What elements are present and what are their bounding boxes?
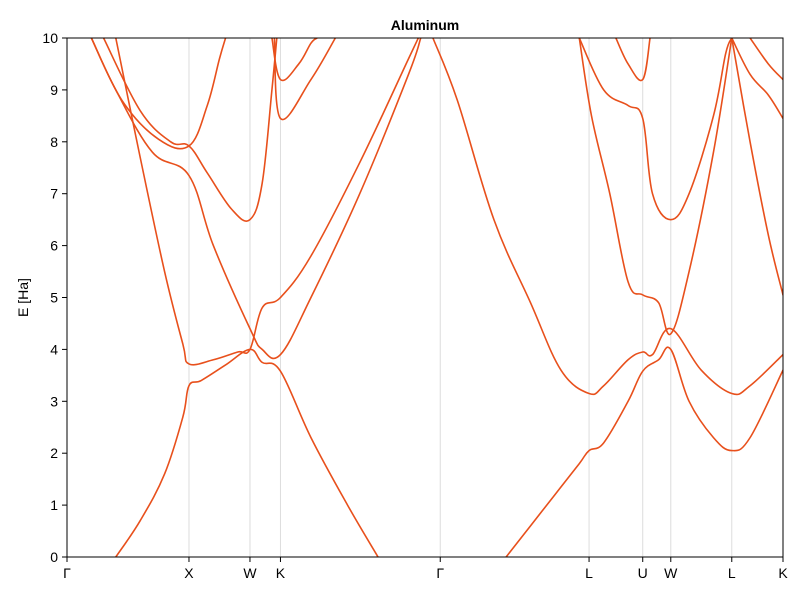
y-axis: 0 1 2 3 4 5 6 7 8 9 10 bbox=[42, 30, 67, 565]
band-line-12 bbox=[730, 38, 783, 296]
y-tick-label-7: 7 bbox=[50, 186, 58, 202]
kpoint-label-0: Γ bbox=[63, 565, 71, 581]
band-line-11 bbox=[615, 38, 651, 82]
y-tick-label-10: 10 bbox=[42, 30, 58, 46]
kpoint-label-4: Γ bbox=[436, 565, 444, 581]
band-line-9 bbox=[578, 38, 733, 336]
band-line-8 bbox=[505, 346, 783, 557]
kpoint-label-1: X bbox=[184, 565, 194, 581]
band-line-7 bbox=[432, 38, 783, 396]
kpoint-label-6: U bbox=[638, 565, 648, 581]
band-lines bbox=[90, 38, 783, 557]
band-line-4 bbox=[90, 38, 227, 150]
band-line-10 bbox=[578, 38, 733, 221]
y-tick-label-1: 1 bbox=[50, 497, 58, 513]
y-tick-label-3: 3 bbox=[50, 393, 58, 409]
y-tick-label-9: 9 bbox=[50, 82, 58, 98]
y-axis-label: E [Ha] bbox=[15, 278, 31, 317]
band-line-2 bbox=[90, 38, 422, 360]
kpoint-label-2: W bbox=[243, 565, 257, 581]
kpoint-label-3: K bbox=[276, 565, 286, 581]
y-tick-label-0: 0 bbox=[50, 549, 58, 565]
kpoint-label-8: L bbox=[728, 565, 736, 581]
band-line-0 bbox=[114, 348, 379, 557]
kpoint-label-9: K bbox=[778, 565, 788, 581]
band-line-5 bbox=[271, 38, 318, 82]
band-line-14 bbox=[749, 38, 783, 81]
kpoint-label-5: L bbox=[585, 565, 593, 581]
plot-frame bbox=[66, 37, 784, 558]
band-line-1 bbox=[114, 38, 420, 366]
kpoint-label-7: W bbox=[664, 565, 678, 581]
y-tick-label-8: 8 bbox=[50, 134, 58, 150]
band-line-13 bbox=[730, 38, 783, 120]
band-line-3 bbox=[102, 38, 278, 222]
chart-title: Aluminum bbox=[391, 17, 459, 33]
y-tick-label-2: 2 bbox=[50, 445, 58, 461]
kpoint-gridlines bbox=[66, 38, 784, 557]
y-tick-label-6: 6 bbox=[50, 238, 58, 254]
band-line-6 bbox=[273, 38, 337, 121]
y-tick-label-5: 5 bbox=[50, 290, 58, 306]
y-tick-label-4: 4 bbox=[50, 341, 58, 357]
